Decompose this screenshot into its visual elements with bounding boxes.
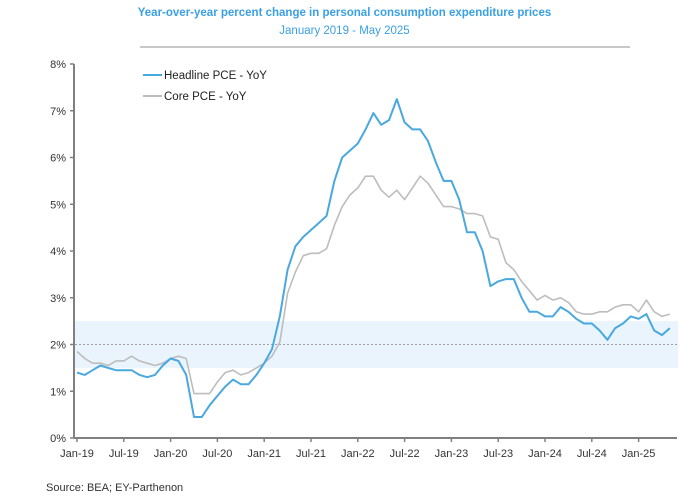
- x-tick-label: Jan-25: [622, 448, 656, 460]
- x-tick-label: Jan-21: [247, 448, 281, 460]
- x-tick-label: Jul-19: [109, 448, 139, 460]
- y-tick-label: 1%: [50, 386, 66, 398]
- title-divider: [140, 46, 630, 48]
- x-tick-label: Jul-20: [202, 448, 232, 460]
- x-tick-label: Jan-23: [435, 448, 469, 460]
- x-tick-label: Jan-20: [154, 448, 188, 460]
- x-tick-label: Jul-22: [390, 448, 420, 460]
- x-tick-label: Jul-24: [577, 448, 607, 460]
- x-tick-label: Jan-22: [341, 448, 375, 460]
- legend: Headline PCE - YoY Core PCE - YoY: [143, 70, 267, 103]
- y-tick-label: 0%: [50, 433, 66, 445]
- x-tick-label: Jan-24: [528, 448, 562, 460]
- series-line-headline-pce: [76, 98, 671, 418]
- x-tick-label: Jul-21: [296, 448, 326, 460]
- y-tick-label: 4%: [50, 246, 66, 258]
- source-note: Source: BEA; EY-Parthenon: [46, 482, 184, 494]
- axes-layer: 0% 1% 2% 3% 4% 5% 6% 7% 8% Jan-19 Jul-19 Jan-20 Jul-…: [50, 59, 677, 460]
- x-tick-label: Jul-23: [483, 448, 513, 460]
- legend-label-headline: Headline PCE - YoY: [164, 70, 267, 82]
- series-layer: [76, 98, 671, 418]
- y-tick-label: 6%: [50, 153, 66, 165]
- chart-title: Year-over-year percent change in persona…: [137, 7, 552, 19]
- x-tick-label: Jan-19: [60, 448, 94, 460]
- pce-line-chart: 0% 1% 2% 3% 4% 5% 6% 7% 8% Jan-19 Jul-19 Jan-20 Jul-…: [50, 59, 678, 460]
- chart-subtitle: January 2019 - May 2025: [279, 25, 410, 37]
- y-tick-label: 5%: [50, 199, 66, 211]
- legend-label-core: Core PCE - YoY: [164, 91, 247, 103]
- y-tick-label: 8%: [50, 59, 66, 71]
- y-tick-label: 2%: [50, 340, 66, 352]
- y-tick-label: 7%: [50, 106, 66, 118]
- y-tick-label: 3%: [50, 293, 66, 305]
